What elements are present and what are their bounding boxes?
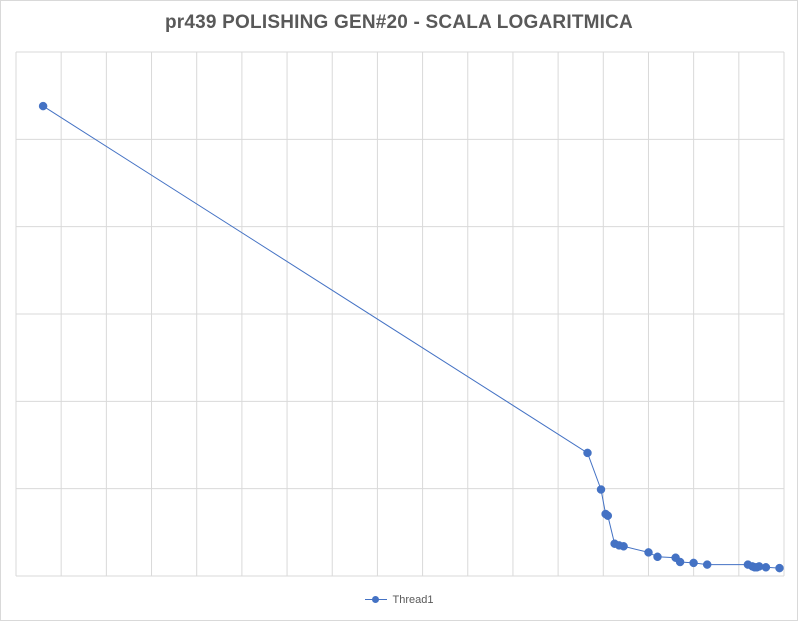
- data-point: [689, 558, 698, 568]
- data-point: [644, 548, 653, 557]
- chart-title: pr439 POLISHING GEN#20 - SCALA LOGARITMI…: [165, 12, 633, 33]
- data-point: [583, 448, 592, 458]
- series-thread1: [38, 101, 784, 573]
- legend: Thread1: [0, 594, 798, 606]
- legend-label: Thread1: [392, 594, 434, 606]
- data-point: [603, 511, 613, 520]
- data-point: [38, 101, 48, 111]
- series-line: [42, 105, 780, 569]
- data-point: [761, 563, 771, 572]
- data-point: [702, 560, 712, 569]
- data-point: [653, 552, 662, 562]
- data-point: [675, 557, 685, 567]
- legend-marker-icon: [364, 595, 387, 605]
- data-point: [596, 485, 606, 494]
- gridlines: [15, 51, 785, 577]
- data-point: [619, 542, 628, 551]
- data-point: [775, 563, 784, 573]
